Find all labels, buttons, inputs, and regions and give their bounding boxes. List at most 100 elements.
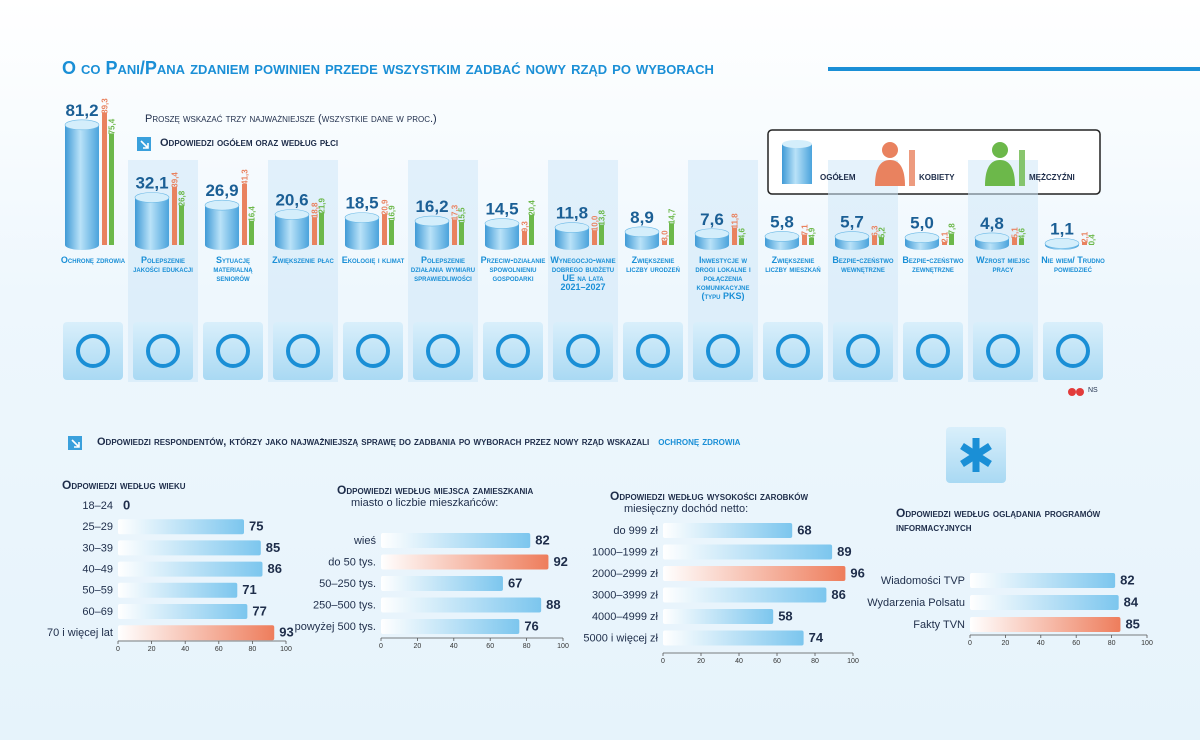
arrow <box>71 439 80 448</box>
value-label: 75 <box>249 519 263 534</box>
value-label: 18,5 <box>345 194 378 213</box>
category-label: 3000–3999 zł <box>592 589 659 601</box>
icon-box <box>623 322 683 380</box>
category-label: Polepszenie jakości edukacji <box>133 255 193 274</box>
cylinder <box>135 197 169 250</box>
x-tick-label: 80 <box>811 658 819 665</box>
value-label: 11,8 <box>731 213 740 229</box>
value-label: 93 <box>279 625 293 640</box>
value-label: 74 <box>809 630 824 645</box>
icon-box <box>343 322 403 380</box>
cylinder-top <box>344 212 380 223</box>
category-label: 5000 i więcej zł <box>583 632 658 644</box>
category-label: Ekologię i klimat <box>341 255 405 265</box>
chart-title: Odpowiedzi według wysokości zarobków <box>610 489 808 503</box>
icon <box>216 334 250 368</box>
bar <box>118 561 263 577</box>
value-label: 4,6 <box>1018 228 1027 240</box>
x-tick-label: 100 <box>557 643 569 650</box>
category-label: do 999 zł <box>613 525 658 537</box>
cylinder <box>345 217 379 250</box>
legend-icon <box>1019 150 1025 186</box>
cylinder <box>205 205 239 250</box>
value-label: 89 <box>837 544 851 559</box>
bar <box>381 619 520 634</box>
category-label: 40–49 <box>82 564 113 576</box>
legend-icon <box>985 160 1015 186</box>
chart-subtitle: miesięczny dochód netto: <box>624 503 749 515</box>
cylinder-top <box>1044 238 1080 249</box>
value-label: 3,0 <box>661 230 670 242</box>
value-label: 75,4 <box>108 118 117 134</box>
x-tick-label: 100 <box>1141 640 1153 647</box>
category-label: Przeciw-działanie spowolnieniu gospodark… <box>480 255 546 283</box>
cylinder-top <box>764 231 800 242</box>
bar <box>382 214 387 245</box>
section-highlight: ochronę zdrowia <box>658 436 741 448</box>
chart-title: Odpowiedzi według wieku <box>62 478 186 492</box>
x-tick-label: 40 <box>181 646 189 653</box>
value-label: 7,6 <box>700 210 724 229</box>
category-label: 1000–1999 zł <box>592 546 659 558</box>
x-tick-label: 40 <box>1037 640 1045 647</box>
legend-box <box>767 129 1101 195</box>
category-label: Zwiększenie płac <box>272 255 334 265</box>
icon <box>496 334 530 368</box>
value-label: 8,9 <box>630 208 654 227</box>
bar <box>459 222 464 245</box>
value-label: 26,8 <box>178 190 187 206</box>
cylinder-top <box>204 199 240 211</box>
value-label: 1,1 <box>1050 219 1074 238</box>
bar <box>1082 241 1087 245</box>
page-title: O co Pani/Pana zdaniem powinien przede w… <box>62 58 714 78</box>
bar <box>970 617 1121 632</box>
chart-title: Odpowiedzi według oglądania programów in… <box>896 506 1101 534</box>
cylinder <box>65 124 99 250</box>
bar <box>118 540 261 556</box>
bar <box>172 186 177 245</box>
value-label: 41,3 <box>241 169 250 185</box>
legend-icon <box>782 144 812 184</box>
icon-box <box>413 322 473 380</box>
cylinder-top <box>694 228 730 240</box>
bar <box>669 223 674 245</box>
icon-box <box>973 322 1033 380</box>
category-label: Ochronę zdrowia <box>60 255 126 265</box>
bar <box>942 241 947 245</box>
x-tick-label: 20 <box>697 658 705 665</box>
cylinder-top <box>554 222 590 233</box>
icon-box <box>133 322 193 380</box>
bar <box>663 544 833 560</box>
x-tick-label: 80 <box>1108 640 1116 647</box>
value-label: 71 <box>242 582 256 597</box>
cylinder-top <box>834 231 870 242</box>
bar <box>592 230 597 245</box>
x-tick-label: 60 <box>773 658 781 665</box>
bar <box>179 205 184 245</box>
category-label: 50–250 tys. <box>319 578 376 590</box>
icon-box <box>203 322 263 380</box>
value-label: 10,0 <box>591 215 600 231</box>
icon-box <box>553 322 613 380</box>
value-label: 32,1 <box>135 173 168 192</box>
icon <box>286 334 320 368</box>
value-label: 86 <box>267 561 281 576</box>
bar <box>970 573 1116 588</box>
value-label: 5,8 <box>770 212 794 231</box>
category-label: powyżej 500 tys. <box>295 621 376 633</box>
value-label: 0,4 <box>1088 234 1097 246</box>
icon <box>636 334 670 368</box>
x-tick-label: 80 <box>523 643 531 650</box>
cylinder <box>555 227 589 250</box>
value-label: 4,8 <box>980 214 1004 233</box>
x-tick-label: 60 <box>486 643 494 650</box>
value-label: 58 <box>778 608 792 623</box>
value-label: 86 <box>831 587 845 602</box>
value-label: 13,8 <box>598 209 607 225</box>
cylinder-top <box>974 232 1010 244</box>
bar <box>949 233 954 245</box>
icon <box>1056 334 1090 368</box>
value-label: 16,9 <box>388 205 397 221</box>
legend-icon <box>992 142 1008 158</box>
